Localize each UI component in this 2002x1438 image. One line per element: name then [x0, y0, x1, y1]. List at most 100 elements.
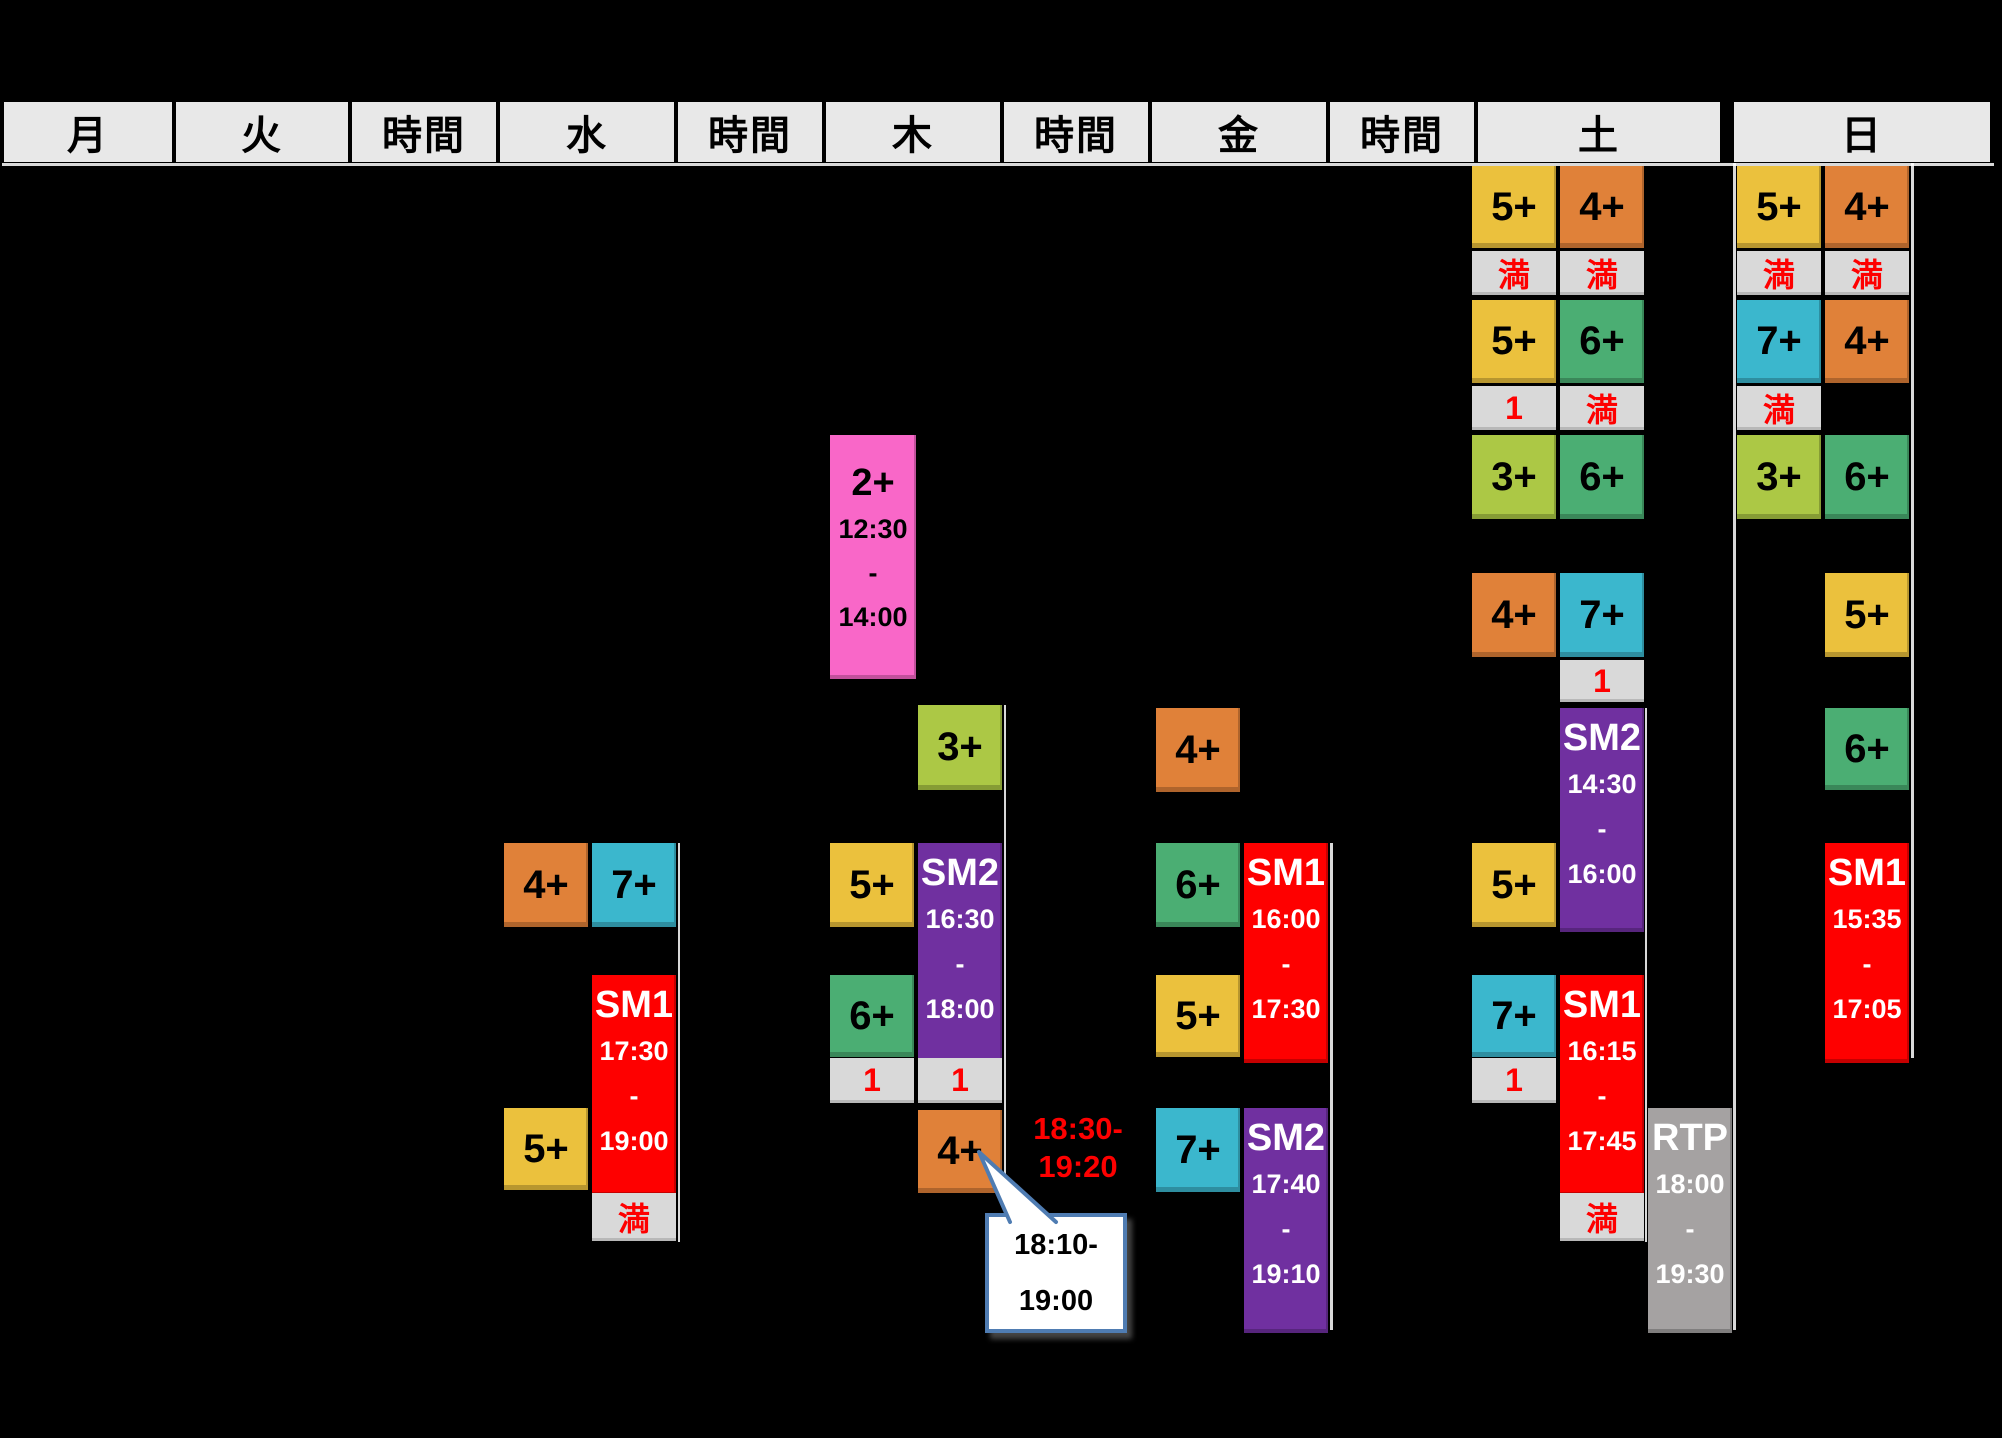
- time-tooltip-callout: 18:10- 19:00: [985, 1213, 1127, 1333]
- time-annotation-line1: 18:30-: [1033, 1111, 1123, 1146]
- gridline: [1004, 705, 1006, 1195]
- session-thu-2plus[interactable]: 2+ 12:30 - 14:00: [830, 435, 916, 679]
- session-fri-sm2[interactable]: SM2 17:40 - 19:10: [1244, 1108, 1328, 1333]
- session-time-line: 14:00: [838, 602, 908, 632]
- session-sat-rtp[interactable]: RTP 18:00 - 19:30: [1648, 1108, 1732, 1333]
- slot-sun-5plus[interactable]: 5+: [1825, 573, 1909, 657]
- session-time-line: -: [868, 558, 878, 588]
- slot-sat-5plus[interactable]: 5+: [1472, 843, 1556, 927]
- session-time-line: 17:30: [1251, 994, 1321, 1024]
- slot-fri-5plus[interactable]: 5+: [1156, 975, 1240, 1057]
- session-title: SM1: [1827, 852, 1907, 894]
- slot-sat-5plus[interactable]: 5+: [1472, 300, 1556, 383]
- tooltip-line2: 19:00: [1018, 1285, 1094, 1317]
- status-sun-full[interactable]: 満: [1737, 386, 1821, 430]
- session-title: SM1: [1562, 984, 1642, 1026]
- session-time-line: 16:30: [925, 904, 995, 934]
- session-time-line: 19:30: [1655, 1259, 1725, 1289]
- gridline: [2, 163, 1994, 166]
- header-time-2: 時間: [678, 102, 822, 162]
- session-time-line: 19:00: [599, 1126, 669, 1156]
- slot-thu-6plus[interactable]: 6+: [830, 975, 914, 1057]
- session-sat-sm1[interactable]: SM1 16:15 - 17:45: [1560, 975, 1644, 1196]
- status-sat-1[interactable]: 1: [1560, 660, 1644, 702]
- session-time-line: -: [955, 949, 965, 979]
- status-sat-full[interactable]: 満: [1560, 251, 1644, 295]
- slot-fri-6plus[interactable]: 6+: [1156, 843, 1240, 927]
- session-time-line: -: [1281, 949, 1291, 979]
- session-title: SM2: [1562, 717, 1642, 759]
- session-time-line: 17:05: [1832, 994, 1902, 1024]
- slot-sat-7plus[interactable]: 7+: [1472, 975, 1556, 1057]
- status-thu-1[interactable]: 1: [830, 1058, 914, 1103]
- slot-sat-7plus[interactable]: 7+: [1560, 573, 1644, 657]
- session-time-line: -: [1281, 1214, 1291, 1244]
- slot-sat-6plus[interactable]: 6+: [1560, 300, 1644, 383]
- header-wed: 水: [500, 102, 674, 162]
- header-sun: 日: [1734, 102, 1990, 162]
- session-time-line: 17:40: [1251, 1169, 1321, 1199]
- session-time-line: 19:10: [1251, 1259, 1321, 1289]
- status-sat-full[interactable]: 満: [1560, 386, 1644, 430]
- slot-wed-5plus[interactable]: 5+: [504, 1108, 588, 1190]
- tooltip-line1: 18:10-: [1014, 1229, 1098, 1261]
- status-sun-full[interactable]: 満: [1737, 251, 1821, 295]
- session-time-line: 18:00: [1655, 1169, 1725, 1199]
- session-time-line: 14:30: [1567, 769, 1637, 799]
- slot-sun-4plus[interactable]: 4+: [1825, 300, 1909, 383]
- slot-sat-3plus[interactable]: 3+: [1472, 435, 1556, 519]
- time-annotation-line2: 19:20: [1038, 1149, 1118, 1184]
- slot-sun-3plus[interactable]: 3+: [1737, 435, 1821, 519]
- session-fri-sm1[interactable]: SM1 16:00 - 17:30: [1244, 843, 1328, 1063]
- slot-thu-5plus[interactable]: 5+: [830, 843, 914, 927]
- session-title: SM2: [1246, 1117, 1326, 1159]
- header-mon: 月: [4, 102, 172, 162]
- slot-wed-4plus[interactable]: 4+: [504, 843, 588, 927]
- slot-sun-4plus[interactable]: 4+: [1825, 166, 1909, 248]
- session-time-line: 16:00: [1567, 859, 1637, 889]
- slot-sun-6plus[interactable]: 6+: [1825, 435, 1909, 519]
- session-time-line: 16:15: [1567, 1036, 1637, 1066]
- header-thu: 木: [826, 102, 1000, 162]
- session-wed-sm1[interactable]: SM1 17:30 - 19:00: [592, 975, 676, 1196]
- header-sat: 土: [1478, 102, 1720, 162]
- slot-sat-4plus[interactable]: 4+: [1560, 166, 1644, 248]
- session-sun-sm1[interactable]: SM1 15:35 - 17:05: [1825, 843, 1909, 1063]
- slot-fri-4plus[interactable]: 4+: [1156, 708, 1240, 792]
- slot-sat-4plus[interactable]: 4+: [1472, 573, 1556, 657]
- slot-sat-6plus[interactable]: 6+: [1560, 435, 1644, 519]
- session-time-line: -: [1685, 1214, 1695, 1244]
- gridline: [1733, 163, 1736, 1330]
- slot-thu-4plus[interactable]: 4+: [918, 1110, 1002, 1193]
- gridline: [1645, 708, 1647, 1242]
- slot-sun-7plus[interactable]: 7+: [1737, 300, 1821, 383]
- gridline: [1911, 163, 1914, 1058]
- slot-sun-5plus[interactable]: 5+: [1737, 166, 1821, 248]
- status-wed-full[interactable]: 満: [592, 1193, 676, 1241]
- session-title: 2+: [851, 462, 895, 504]
- slot-fri-7plus[interactable]: 7+: [1156, 1108, 1240, 1192]
- slot-sat-5plus[interactable]: 5+: [1472, 166, 1556, 248]
- gridline: [1330, 843, 1333, 1330]
- session-sat-sm2[interactable]: SM2 14:30 - 16:00: [1560, 708, 1644, 932]
- session-time-line: 17:30: [599, 1036, 669, 1066]
- time-annotation: 18:30- 19:20: [1004, 1110, 1152, 1186]
- session-thu-sm2[interactable]: SM2 16:30 - 18:00: [918, 843, 1002, 1063]
- status-sat-1[interactable]: 1: [1472, 1058, 1556, 1103]
- header-time-3: 時間: [1004, 102, 1148, 162]
- slot-wed-7plus[interactable]: 7+: [592, 843, 676, 927]
- gridline: [678, 843, 680, 1242]
- status-sun-full[interactable]: 満: [1825, 251, 1909, 295]
- status-thu-1[interactable]: 1: [918, 1058, 1002, 1103]
- session-time-line: -: [1597, 1081, 1607, 1111]
- status-sat-full[interactable]: 満: [1472, 251, 1556, 295]
- session-time-line: 15:35: [1832, 904, 1902, 934]
- session-time-line: -: [1862, 949, 1872, 979]
- slot-thu-3plus[interactable]: 3+: [918, 705, 1002, 790]
- slot-sun-6plus[interactable]: 6+: [1825, 708, 1909, 790]
- status-sat-full[interactable]: 満: [1560, 1193, 1644, 1241]
- session-time-line: 12:30: [838, 514, 908, 544]
- status-sat-1[interactable]: 1: [1472, 386, 1556, 430]
- session-title: SM1: [594, 984, 674, 1026]
- session-title: SM2: [920, 852, 1000, 894]
